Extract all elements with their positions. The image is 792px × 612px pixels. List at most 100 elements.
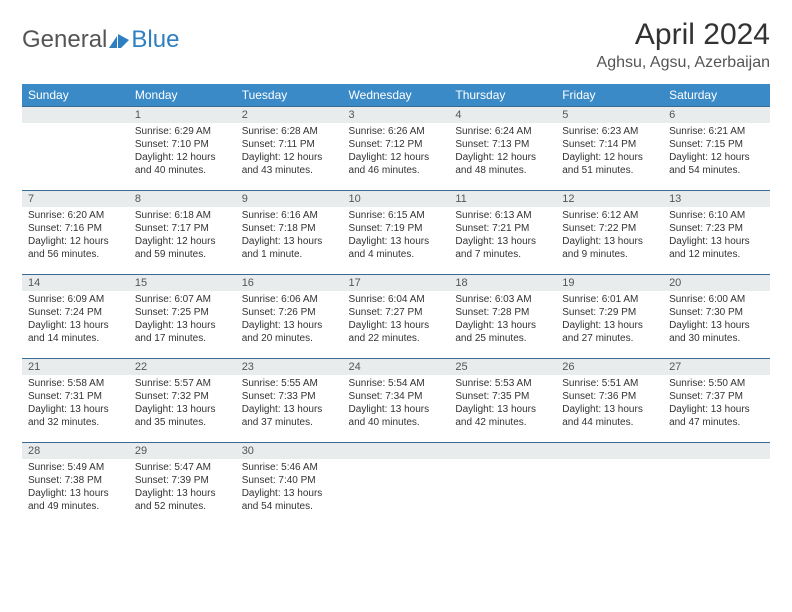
sunset-line: Sunset: 7:16 PM	[28, 222, 123, 235]
daylight-label: Daylight:	[28, 404, 70, 415]
sunset-value: 7:28 PM	[492, 307, 529, 318]
daylight-line: Daylight: 13 hours and 32 minutes.	[28, 403, 123, 429]
cell-body: Sunrise: 6:18 AMSunset: 7:17 PMDaylight:…	[129, 207, 236, 265]
daylight-line: Daylight: 13 hours and 9 minutes.	[562, 235, 657, 261]
daylight-line: Daylight: 13 hours and 35 minutes.	[135, 403, 230, 429]
sunset-label: Sunset:	[349, 307, 386, 318]
sunset-line: Sunset: 7:35 PM	[455, 390, 550, 403]
calendar-cell: 16Sunrise: 6:06 AMSunset: 7:26 PMDayligh…	[236, 275, 343, 359]
day-header: Wednesday	[343, 84, 450, 107]
day-number: 9	[236, 191, 343, 207]
daylight-label: Daylight:	[455, 320, 497, 331]
sunset-line: Sunset: 7:39 PM	[135, 474, 230, 487]
day-number: 5	[556, 107, 663, 123]
daylight-label: Daylight:	[135, 236, 177, 247]
sunset-line: Sunset: 7:18 PM	[242, 222, 337, 235]
cell-body: Sunrise: 6:03 AMSunset: 7:28 PMDaylight:…	[449, 291, 556, 349]
daylight-label: Daylight:	[242, 320, 284, 331]
sunset-value: 7:24 PM	[65, 307, 102, 318]
sunrise-line: Sunrise: 5:46 AM	[242, 461, 337, 474]
calendar-cell: 19Sunrise: 6:01 AMSunset: 7:29 PMDayligh…	[556, 275, 663, 359]
sunset-label: Sunset:	[242, 223, 279, 234]
daylight-label: Daylight:	[135, 404, 177, 415]
cell-body: Sunrise: 5:57 AMSunset: 7:32 PMDaylight:…	[129, 375, 236, 433]
sunset-value: 7:12 PM	[385, 139, 422, 150]
cell-body: Sunrise: 5:51 AMSunset: 7:36 PMDaylight:…	[556, 375, 663, 433]
calendar-cell: 24Sunrise: 5:54 AMSunset: 7:34 PMDayligh…	[343, 359, 450, 443]
calendar-cell: 10Sunrise: 6:15 AMSunset: 7:19 PMDayligh…	[343, 191, 450, 275]
calendar-cell-empty	[22, 107, 129, 191]
sunset-label: Sunset:	[562, 307, 599, 318]
calendar-cell: 20Sunrise: 6:00 AMSunset: 7:30 PMDayligh…	[663, 275, 770, 359]
sunrise-value: 6:20 AM	[67, 210, 104, 221]
cell-body: Sunrise: 6:16 AMSunset: 7:18 PMDaylight:…	[236, 207, 343, 265]
day-number: 7	[22, 191, 129, 207]
sunrise-label: Sunrise:	[242, 294, 281, 305]
sunrise-value: 6:29 AM	[174, 126, 211, 137]
cell-body: Sunrise: 6:29 AMSunset: 7:10 PMDaylight:…	[129, 123, 236, 181]
sunset-value: 7:39 PM	[172, 475, 209, 486]
cell-body: Sunrise: 6:12 AMSunset: 7:22 PMDaylight:…	[556, 207, 663, 265]
sunset-line: Sunset: 7:27 PM	[349, 306, 444, 319]
sunset-label: Sunset:	[349, 223, 386, 234]
sunrise-line: Sunrise: 6:00 AM	[669, 293, 764, 306]
day-number: 24	[343, 359, 450, 375]
sunset-label: Sunset:	[135, 139, 172, 150]
sunset-value: 7:34 PM	[385, 391, 422, 402]
cell-body: Sunrise: 6:06 AMSunset: 7:26 PMDaylight:…	[236, 291, 343, 349]
flag-icon	[109, 32, 129, 48]
sunset-label: Sunset:	[669, 391, 706, 402]
sunrise-label: Sunrise:	[242, 210, 281, 221]
sunrise-label: Sunrise:	[455, 126, 494, 137]
sunset-line: Sunset: 7:37 PM	[669, 390, 764, 403]
cell-body: Sunrise: 6:15 AMSunset: 7:19 PMDaylight:…	[343, 207, 450, 265]
day-number: 29	[129, 443, 236, 459]
sunset-line: Sunset: 7:31 PM	[28, 390, 123, 403]
daylight-label: Daylight:	[349, 404, 391, 415]
daylight-line: Daylight: 12 hours and 54 minutes.	[669, 151, 764, 177]
sunset-value: 7:25 PM	[172, 307, 209, 318]
calendar-cell: 23Sunrise: 5:55 AMSunset: 7:33 PMDayligh…	[236, 359, 343, 443]
day-number: 27	[663, 359, 770, 375]
sunrise-value: 6:00 AM	[709, 294, 746, 305]
calendar-week-row: 14 Sunrise: 6:09 AM Sunset: 7:24 PM Dayligh…	[22, 275, 770, 359]
header: General Blue April 2024 Aghsu, Agsu, Aze…	[22, 18, 770, 72]
calendar-cell: 25Sunrise: 5:53 AMSunset: 7:35 PMDayligh…	[449, 359, 556, 443]
day-header: Thursday	[449, 84, 556, 107]
sunset-line: Sunset: 7:38 PM	[28, 474, 123, 487]
sunrise-line: Sunrise: 5:53 AM	[455, 377, 550, 390]
cell-body: Sunrise: 5:58 AMSunset: 7:31 PMDaylight:…	[22, 375, 129, 433]
sunrise-line: Sunrise: 5:58 AM	[28, 377, 123, 390]
daylight-label: Daylight:	[28, 488, 70, 499]
sunset-value: 7:22 PM	[599, 223, 636, 234]
sunrise-label: Sunrise:	[242, 378, 281, 389]
daylight-label: Daylight:	[135, 320, 177, 331]
logo: General Blue	[22, 18, 179, 54]
sunset-value: 7:27 PM	[385, 307, 422, 318]
day-number: 14	[22, 275, 129, 291]
daylight-label: Daylight:	[349, 320, 391, 331]
sunrise-line: Sunrise: 6:09 AM	[28, 293, 123, 306]
logo-text-gray: General	[22, 26, 107, 54]
day-header-row: SundayMondayTuesdayWednesdayThursdayFrid…	[22, 84, 770, 107]
day-header: Saturday	[663, 84, 770, 107]
sunset-label: Sunset:	[242, 475, 279, 486]
sunset-line: Sunset: 7:33 PM	[242, 390, 337, 403]
sunrise-value: 5:57 AM	[174, 378, 211, 389]
sunrise-value: 5:51 AM	[602, 378, 639, 389]
calendar-cell: 17Sunrise: 6:04 AMSunset: 7:27 PMDayligh…	[343, 275, 450, 359]
daylight-line: Daylight: 13 hours and 25 minutes.	[455, 319, 550, 345]
sunset-line: Sunset: 7:17 PM	[135, 222, 230, 235]
calendar-cell: 27Sunrise: 5:50 AMSunset: 7:37 PMDayligh…	[663, 359, 770, 443]
calendar-cell: 4Sunrise: 6:24 AMSunset: 7:13 PMDaylight…	[449, 107, 556, 191]
day-number: 26	[556, 359, 663, 375]
calendar-cell: 14Sunrise: 6:09 AMSunset: 7:24 PMDayligh…	[22, 275, 129, 359]
day-number	[556, 443, 663, 459]
cell-body: Sunrise: 6:23 AMSunset: 7:14 PMDaylight:…	[556, 123, 663, 181]
sunset-line: Sunset: 7:22 PM	[562, 222, 657, 235]
calendar-cell: 3Sunrise: 6:26 AMSunset: 7:12 PMDaylight…	[343, 107, 450, 191]
sunset-line: Sunset: 7:23 PM	[669, 222, 764, 235]
sunrise-line: Sunrise: 6:04 AM	[349, 293, 444, 306]
daylight-line: Daylight: 13 hours and 17 minutes.	[135, 319, 230, 345]
sunset-value: 7:37 PM	[706, 391, 743, 402]
